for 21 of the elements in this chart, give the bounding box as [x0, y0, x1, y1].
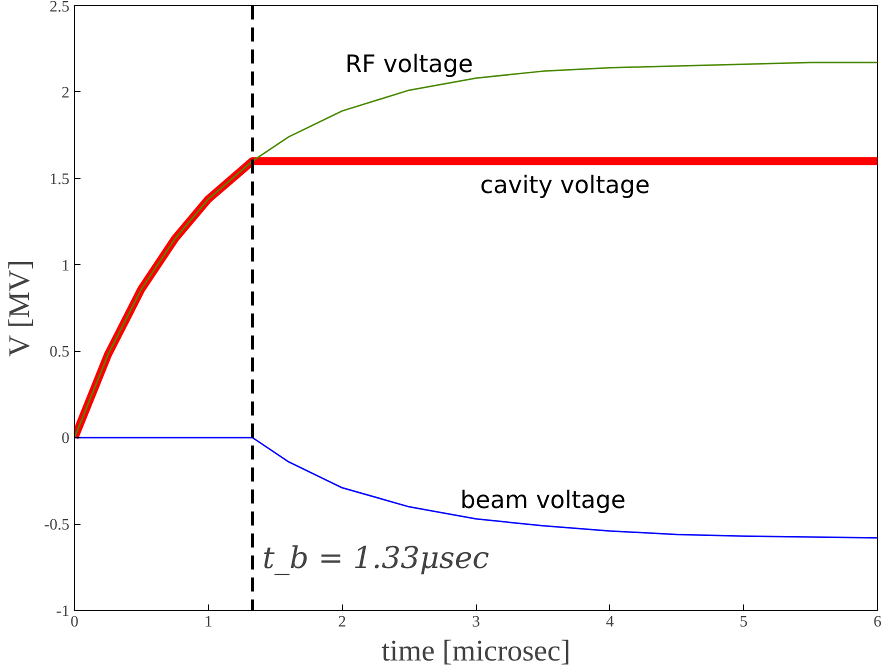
x-axis-title: time [microsec]: [381, 634, 571, 668]
series-label: beam voltage: [460, 486, 626, 514]
y-tick-label: 0.5: [50, 344, 70, 361]
series-label: RF voltage: [345, 50, 473, 78]
annotation: t_b = 1.33μsec: [262, 540, 490, 576]
y-tick-label: -0.5: [44, 516, 70, 534]
x-tick-label: 6: [874, 614, 882, 630]
y-tick-label: 2: [62, 84, 70, 102]
x-tick-label: 4: [606, 614, 614, 630]
x-tick-label: 3: [472, 614, 480, 630]
line-series: [74, 436, 878, 539]
y-tick-label: -1: [56, 603, 70, 620]
x-tick-label: 1: [204, 614, 212, 630]
series-label: cavity voltage: [480, 171, 650, 200]
x-tick-label: 2: [338, 614, 346, 630]
y-tick-label: 2.5: [50, 0, 70, 16]
x-tick-label: 5: [740, 614, 748, 630]
y-axis-title: V [MV]: [3, 260, 36, 357]
y-tick-label: 1.5: [50, 170, 70, 188]
y-tick-label: 0: [62, 430, 70, 448]
y-tick-label: 1: [62, 257, 70, 274]
